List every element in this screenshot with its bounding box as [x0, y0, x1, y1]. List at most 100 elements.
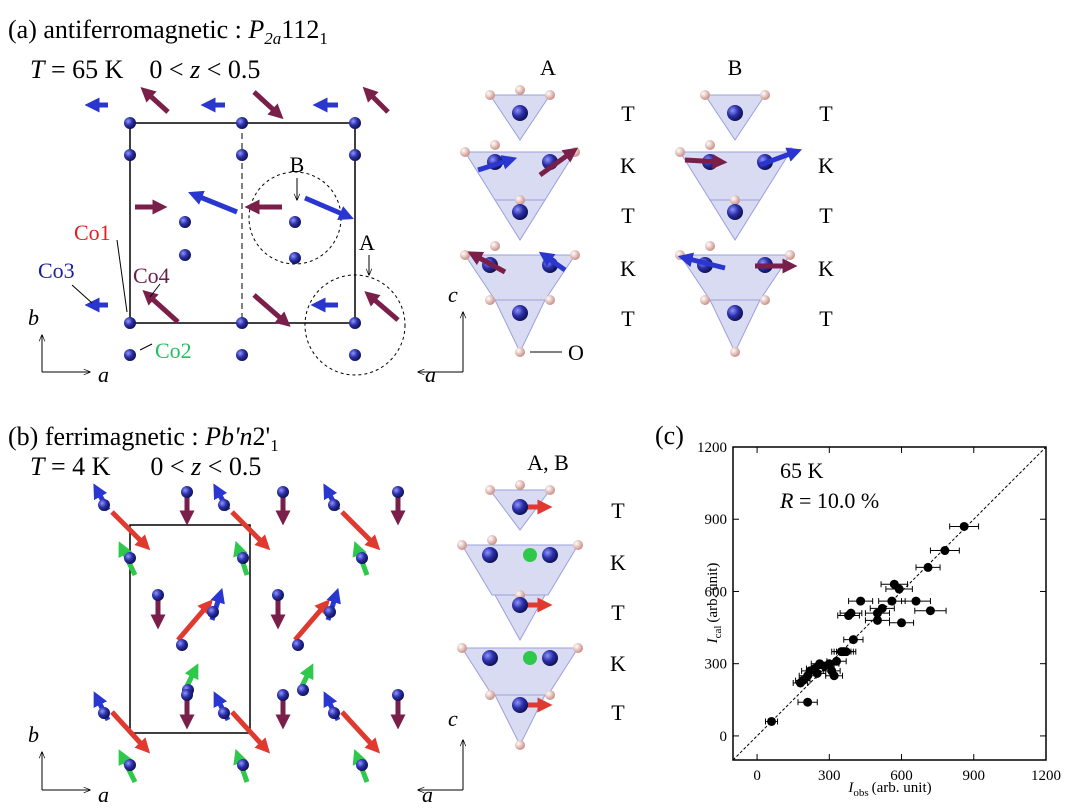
column-label: A, B [527, 450, 569, 475]
point [959, 521, 969, 531]
column-label: B [728, 55, 743, 80]
point [877, 603, 887, 613]
condition: 0 < [150, 452, 184, 481]
layer-label: T [819, 306, 833, 331]
condition: < 0.5 [207, 55, 261, 84]
region-a [304, 274, 406, 376]
stack [675, 90, 803, 357]
point [767, 716, 777, 726]
atom-label: Co1 [74, 220, 111, 245]
group: 1 [270, 436, 279, 455]
label: (a) [8, 15, 37, 44]
condition: z [189, 55, 200, 84]
layer-label: T [621, 203, 635, 228]
point [856, 596, 866, 606]
stack [457, 480, 583, 750]
structure-b: b a c a A, B [28, 450, 583, 807]
group: 2a [264, 29, 281, 48]
layer-label: K [610, 550, 626, 575]
condition: < 0.5 [208, 452, 262, 481]
layer-label: T [819, 101, 833, 126]
y-tick-label: 300 [705, 657, 728, 673]
structure-a: B A Co1 Co2 Co3 Co4 b a c a [28, 86, 463, 387]
panel-label: (c) [655, 421, 684, 450]
atom-label: O [568, 340, 584, 365]
point [832, 656, 842, 666]
x-tick-label: 1200 [1031, 768, 1061, 784]
co-atoms [98, 486, 404, 771]
y-axis-title: (arb. unit) [705, 563, 721, 623]
plot-frame [732, 446, 1047, 761]
point [940, 546, 950, 556]
point [911, 596, 921, 606]
x-tick-label: 900 [963, 768, 986, 784]
marker: B [290, 152, 305, 177]
y-tick-label: 0 [720, 729, 728, 745]
layer-label: T [611, 700, 625, 725]
point [872, 615, 882, 625]
group: 1 [319, 29, 328, 48]
x-tick-label: 300 [818, 768, 841, 784]
point [923, 562, 933, 572]
point [887, 596, 897, 606]
marker: A [359, 230, 375, 255]
pointers [71, 178, 369, 351]
condition: = 65 K [51, 55, 124, 84]
axis-label: a [98, 782, 109, 807]
point [897, 618, 907, 628]
stacks-a: A B O [460, 55, 803, 365]
stack [460, 85, 580, 357]
layer-label: K [610, 651, 626, 676]
annotation: R = 10.0 % [779, 488, 879, 513]
condition: z [190, 452, 201, 481]
point [925, 606, 935, 616]
condition: = 4 K [51, 452, 111, 481]
annotation: = 10.0 % [799, 488, 879, 513]
point [812, 668, 822, 678]
layer-label: K [620, 256, 636, 281]
condition: 0 < [149, 55, 183, 84]
group: P [247, 15, 264, 44]
point [829, 671, 839, 681]
title: antiferromagnetic : [43, 15, 242, 44]
panel-a-heading: (a) antiferromagnetic : P2a1121 [8, 15, 328, 48]
axis-label: a [422, 782, 433, 807]
layer-label: T [611, 498, 625, 523]
layer-label: K [818, 153, 834, 178]
y-axis-title: I [705, 637, 721, 644]
y-axis-title: cal [712, 626, 724, 639]
panel-b-heading: (b) ferrimagnetic : Pb'n2'1 [8, 422, 279, 455]
y-tick-label: 900 [705, 512, 728, 528]
column-label: A [540, 55, 556, 80]
layer-label: K [620, 153, 636, 178]
condition: T [30, 55, 46, 84]
axis-label: b [28, 305, 39, 330]
axis-label: a [425, 362, 436, 387]
label: (b) [8, 422, 38, 451]
point [848, 635, 858, 645]
co-atoms [124, 117, 361, 361]
y-axis-title: Ical (arb. unit) [705, 563, 724, 645]
x-axis-title: obs [853, 787, 868, 799]
x-axis-title: Iobs (arb. unit) [847, 780, 931, 799]
layer-label: T [621, 101, 635, 126]
y-tick-label: 600 [705, 584, 728, 600]
point [846, 608, 856, 618]
group: 2' [253, 422, 271, 451]
condition: T [30, 452, 46, 481]
atom-label: Co3 [38, 258, 75, 283]
x-axis-title: I [847, 780, 854, 796]
atom-label: Co2 [155, 338, 192, 363]
axes-a [42, 312, 463, 372]
x-tick-label: 600 [890, 768, 913, 784]
title: ferrimagnetic : [45, 422, 199, 451]
panel-a-condition: T = 65 K 0 < z < 0.5 [30, 55, 260, 84]
layer-label: T [621, 306, 635, 331]
spins [84, 86, 400, 327]
x-axis-title: (arb. unit) [872, 780, 932, 796]
axis-label: a [98, 362, 109, 387]
group: 112 [281, 15, 319, 44]
annotation: R [779, 488, 794, 513]
axes-b [42, 740, 463, 790]
